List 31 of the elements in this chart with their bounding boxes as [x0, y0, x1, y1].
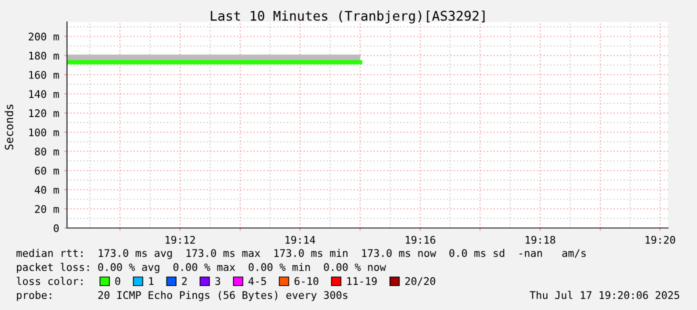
- y-tick-label: 20 m: [35, 205, 59, 213]
- y-tick-label: 60 m: [34, 166, 59, 175]
- y-tick-label: 120 m: [29, 109, 59, 118]
- text: median rtt: 173.0 ms avg 173.0 ms max 173.0 ms min 173.0 ms now 0.0 ms sd -nan am/s: [16, 248, 586, 260]
- y-tick-label: 0: [54, 224, 59, 232]
- y-tick-label: 80 m: [34, 148, 59, 156]
- legend-label: 0: [115, 277, 120, 286]
- y-tick-label: 180 m: [29, 52, 59, 60]
- legend-label: 1: [149, 277, 154, 285]
- y-tick-label: 200 m: [28, 32, 59, 41]
- legend-label: 20/20: [405, 277, 436, 286]
- x-tick-label: 19:16: [406, 236, 436, 244]
- x-tick-label: 19:18: [526, 236, 556, 244]
- legend-label: 6-10: [294, 277, 318, 286]
- y-tick-label: 160 m: [29, 70, 59, 79]
- y-tick-label: 100 m: [29, 128, 59, 136]
- text: Thu Jul 17 19:20:06 2025: [530, 290, 680, 300]
- chart-title: Last 10 Minutes (Tranbjerg)[AS3292]: [210, 10, 485, 24]
- y-tick-label: 40 m: [34, 186, 59, 194]
- text: probe: 20 ICMP Echo Pings (56 Bytes) every 300s: [16, 290, 348, 302]
- legend-label: 11-19: [347, 277, 377, 286]
- x-tick-label: 19:12: [166, 236, 195, 244]
- y-tick-label: 140 m: [29, 90, 59, 98]
- text: packet loss: 0.00 % avg 0.00 % max 0.00 % min 0.00 % now: [16, 262, 386, 274]
- legend-title: loss color:: [16, 276, 82, 286]
- legend-label: 4-5: [248, 277, 266, 286]
- x-tick-label: 19:20: [646, 236, 676, 244]
- x-tick-label: 19:14: [286, 236, 316, 244]
- y-axis-title: Seconds: [4, 104, 14, 150]
- legend-label: 3: [215, 277, 220, 286]
- legend-label: 2: [182, 277, 187, 285]
